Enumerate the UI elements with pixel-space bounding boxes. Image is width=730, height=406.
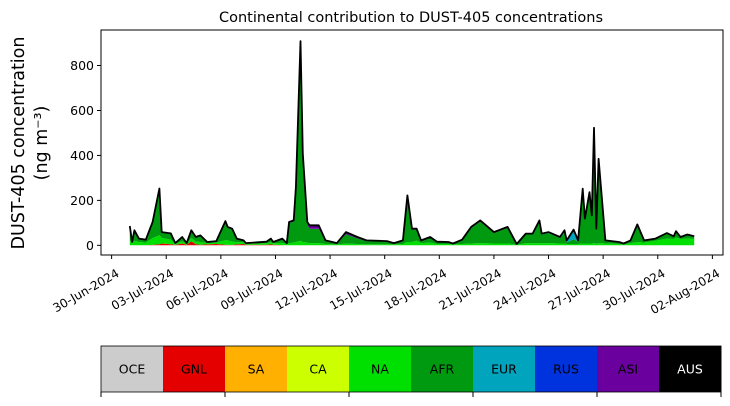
y-tick-label: 0 [86,238,94,253]
legend-item-eur: EUR [473,346,536,392]
y-axis-label-line1: DUST-405 concentration [9,37,29,250]
legend-label: ASI [618,362,638,377]
legend-swatch [411,346,474,392]
legend-swatch [473,346,536,392]
legend-label: CA [309,362,327,377]
legend-label: AUS [677,362,703,377]
chart-title: Continental contribution to DUST-405 con… [219,10,603,26]
y-tick-label: 200 [70,193,94,208]
legend-item-aus: AUS [659,346,722,392]
legend-swatch [597,346,660,392]
legend-item-gnl: GNL [163,346,226,392]
legend-label: RUS [553,362,579,377]
legend-label: OCE [119,362,146,377]
y-axis: 0 200 400 600 800 [70,58,101,253]
legend-label: GNL [181,362,207,377]
y-axis-label-line2: (ng m⁻³) [32,106,52,181]
legend-item-afr: AFR [411,346,474,392]
legend-swatch [535,346,598,392]
total-outline-line [128,40,695,245]
y-tick-label: 600 [70,103,94,118]
legend-item-rus: RUS [535,346,598,392]
legend-swatch [349,346,412,392]
legend-swatch [101,346,164,392]
legend-swatch [659,346,722,392]
legend-item-ca: CA [287,346,350,392]
y-tick-label: 400 [70,148,94,163]
legend-colorbar: OCE GNL SA CA NA AFR EUR RUS ASI AUS [100,345,722,397]
legend-label: EUR [491,362,517,377]
legend-item-sa: SA [225,346,288,392]
legend-label: AFR [430,362,455,377]
plot-frame [100,29,724,256]
legend-label: NA [371,362,389,377]
area-layers [128,40,695,246]
legend-item-asi: ASI [597,346,660,392]
legend-item-na: NA [349,346,412,392]
legend-frame [100,345,722,393]
area-na [129,235,695,246]
area-gnl [129,241,695,246]
legend-item-oce: OCE [101,346,164,392]
legend-swatch [287,346,350,392]
area-eur [129,46,695,245]
x-tick-label: 30-Jun-2024 [51,266,122,315]
y-axis-label: DUST-405 concentration (ng m⁻³) [9,37,52,250]
y-tick-label: 800 [70,58,94,73]
x-axis: 30-Jun-202403-Jul-202406-Jul-202409-Jul-… [51,255,722,317]
area-asi [129,41,695,245]
legend-label: SA [248,362,265,377]
legend-swatch [163,346,226,392]
legend-swatch [225,346,288,392]
area-afr [129,46,695,245]
